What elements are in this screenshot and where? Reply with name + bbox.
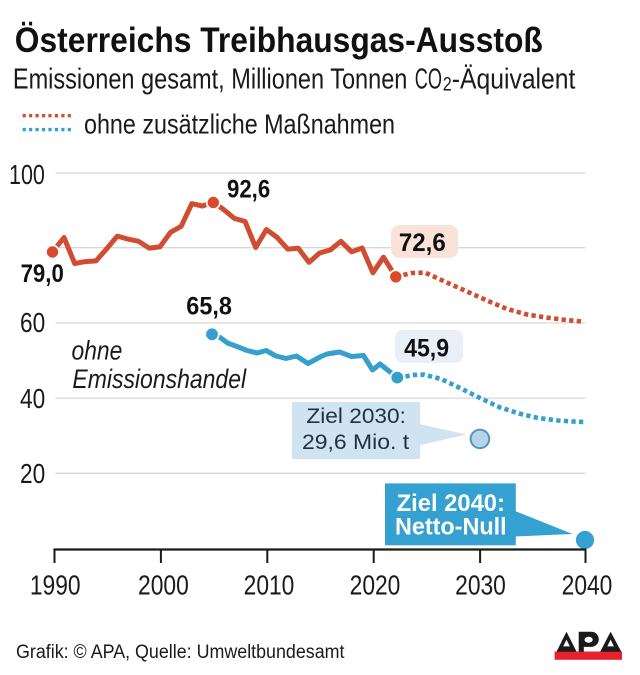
svg-text:65,8: 65,8: [186, 292, 232, 320]
svg-text:2: 2: [443, 75, 452, 96]
svg-text:Ziel 2040:: Ziel 2040:: [397, 490, 505, 517]
svg-text:20: 20: [20, 458, 45, 489]
svg-text:40: 40: [20, 383, 45, 414]
svg-text:ohne zusätzliche Maßnahmen: ohne zusätzliche Maßnahmen: [84, 109, 395, 140]
svg-text:Netto-Null: Netto-Null: [395, 513, 507, 540]
svg-text:79,0: 79,0: [21, 260, 64, 288]
svg-text:-Äquivalent: -Äquivalent: [452, 64, 576, 96]
svg-text:45,9: 45,9: [404, 335, 449, 363]
svg-text:Ziel 2030:: Ziel 2030:: [306, 405, 406, 428]
svg-text:2020: 2020: [350, 570, 401, 601]
svg-text:2040: 2040: [562, 570, 613, 601]
svg-text:29,6 Mio. t: 29,6 Mio. t: [302, 431, 409, 454]
svg-text:Österreichs Treibhausgas-Ausst: Österreichs Treibhausgas-Ausstoß: [15, 21, 543, 60]
svg-text:60: 60: [20, 307, 45, 338]
svg-text:2010: 2010: [244, 570, 295, 601]
svg-text:Emissionen gesamt, Millionen T: Emissionen gesamt, Millionen Tonnen: [13, 64, 408, 96]
svg-text:ohne: ohne: [72, 336, 123, 366]
svg-text:72,6: 72,6: [399, 229, 446, 257]
svg-text:92,6: 92,6: [227, 175, 270, 203]
svg-text:2000: 2000: [138, 570, 189, 601]
svg-text:Emissionshandel: Emissionshandel: [72, 364, 247, 394]
svg-text:CO: CO: [415, 64, 442, 96]
svg-text:1990: 1990: [30, 570, 81, 601]
svg-text:100: 100: [9, 159, 45, 190]
svg-text:2030: 2030: [455, 570, 506, 601]
svg-text:Grafik: © APA, Quelle: Umweltb: Grafik: © APA, Quelle: Umweltbundesamt: [16, 642, 345, 663]
